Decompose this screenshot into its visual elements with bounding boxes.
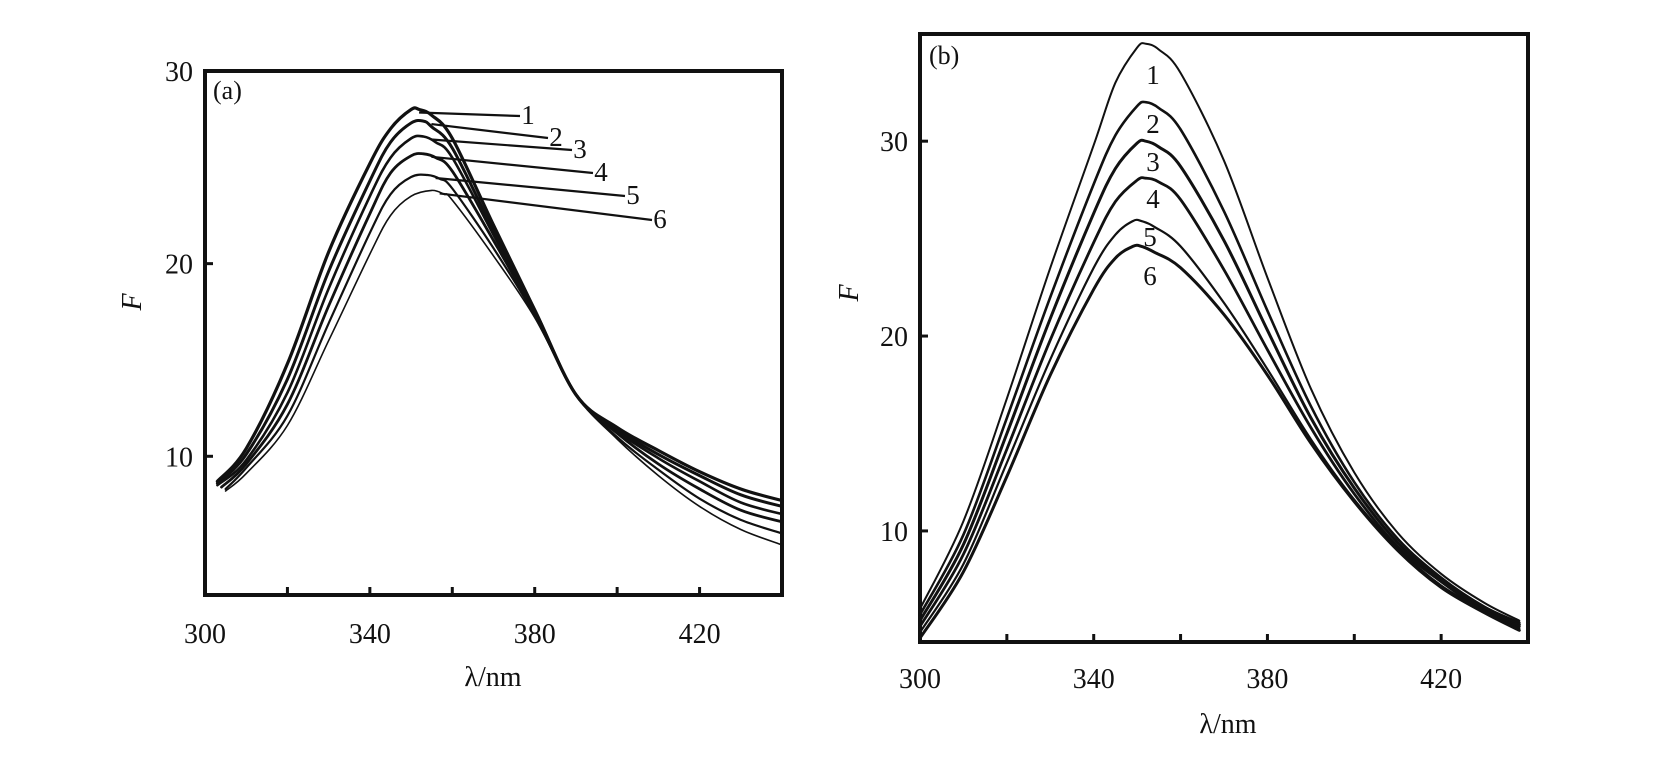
series-line-2-a <box>215 118 784 508</box>
series-label-5-b: 5 <box>1143 222 1157 252</box>
axis-ticks-a: 300 340 380 420 10 20 30 <box>165 57 721 650</box>
leader-line-1-a <box>419 111 521 118</box>
y-axis-title-b: F <box>834 284 865 303</box>
series-line-1-a <box>215 106 784 503</box>
leader-line-3-a <box>431 138 573 152</box>
series-labels-b: 1 2 3 4 5 6 <box>1143 60 1160 291</box>
plot-frame-b <box>918 32 1530 644</box>
y-tick-label-b: 30 <box>880 127 908 158</box>
series-line-3-b <box>918 138 1521 626</box>
series-group-a <box>215 106 784 546</box>
leader-line-6-a <box>439 192 653 222</box>
series-label-1-a: 1 <box>521 100 535 130</box>
y-tick-label-a: 20 <box>165 250 193 281</box>
series-label-4-a: 4 <box>594 157 608 187</box>
x-tick-label-a: 420 <box>679 619 721 650</box>
x-tick-label-a: 300 <box>184 619 226 650</box>
series-label-1-b: 1 <box>1146 60 1160 90</box>
series-label-2-a: 2 <box>549 122 563 152</box>
series-line-2-b <box>918 100 1521 624</box>
series-line-6-b <box>918 243 1521 640</box>
leader-line-5-a <box>435 176 626 198</box>
series-line-4-b <box>918 176 1521 628</box>
series-label-2-b: 2 <box>1146 109 1160 139</box>
x-tick-label-b: 340 <box>1073 664 1115 695</box>
plot-frame-a <box>203 69 784 597</box>
y-axis-title-a: F <box>117 293 148 312</box>
series-label-3-a: 3 <box>573 134 587 164</box>
series-line-4-a <box>220 152 784 524</box>
series-line-5-a <box>224 173 784 535</box>
series-group-b <box>918 42 1521 640</box>
panel-label-b: (b) <box>929 41 959 70</box>
x-tick-label-b: 420 <box>1420 664 1462 695</box>
series-line-3-a <box>216 134 784 516</box>
y-tick-label-a: 30 <box>165 57 193 88</box>
series-label-6-b: 6 <box>1143 261 1157 291</box>
panel-label-a: (a) <box>213 76 242 105</box>
x-tick-label-b: 300 <box>899 664 941 695</box>
chart-panel-b: (b) 300 340 380 420 10 20 30 1 2 3 4 5 6 λ/nm F <box>834 32 1530 740</box>
leader-line-2-a <box>431 122 549 140</box>
series-label-4-b: 4 <box>1146 184 1160 214</box>
series-label-3-b: 3 <box>1146 147 1160 177</box>
series-line-1-b <box>919 42 1521 622</box>
x-axis-title-b: λ/nm <box>1199 709 1256 740</box>
leader-line-4-a <box>431 155 594 175</box>
y-tick-label-a: 10 <box>165 442 193 473</box>
x-axis-title-a: λ/nm <box>464 662 521 693</box>
x-tick-label-b: 380 <box>1246 664 1288 695</box>
y-tick-label-b: 20 <box>880 322 908 353</box>
x-tick-label-a: 340 <box>349 619 391 650</box>
series-label-6-a: 6 <box>653 204 667 234</box>
x-tick-label-a: 380 <box>514 619 556 650</box>
axis-ticks-b: 300 340 380 420 10 20 30 <box>880 127 1462 695</box>
series-label-5-a: 5 <box>626 180 640 210</box>
y-tick-label-b: 10 <box>880 517 908 548</box>
